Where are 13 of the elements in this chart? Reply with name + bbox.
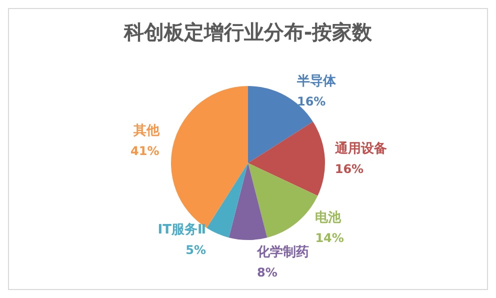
- chart-title: 科创板定增行业分布-按家数: [122, 20, 374, 44]
- slice-label: IT服务Ⅱ: [158, 222, 206, 238]
- slice-label: 半导体: [296, 74, 337, 89]
- slice-label: 其他: [132, 123, 160, 138]
- data-label: 14%: [315, 230, 344, 245]
- data-label: 8%: [257, 265, 278, 280]
- data-label: 16%: [296, 94, 326, 108]
- data-label: 5%: [186, 243, 206, 258]
- slice-label: 通用设备: [334, 140, 387, 156]
- slice-label: 电池: [315, 210, 342, 226]
- data-label: 16%: [334, 162, 364, 176]
- slice-label: 化学制药: [256, 244, 309, 260]
- data-label: 41%: [130, 144, 160, 158]
